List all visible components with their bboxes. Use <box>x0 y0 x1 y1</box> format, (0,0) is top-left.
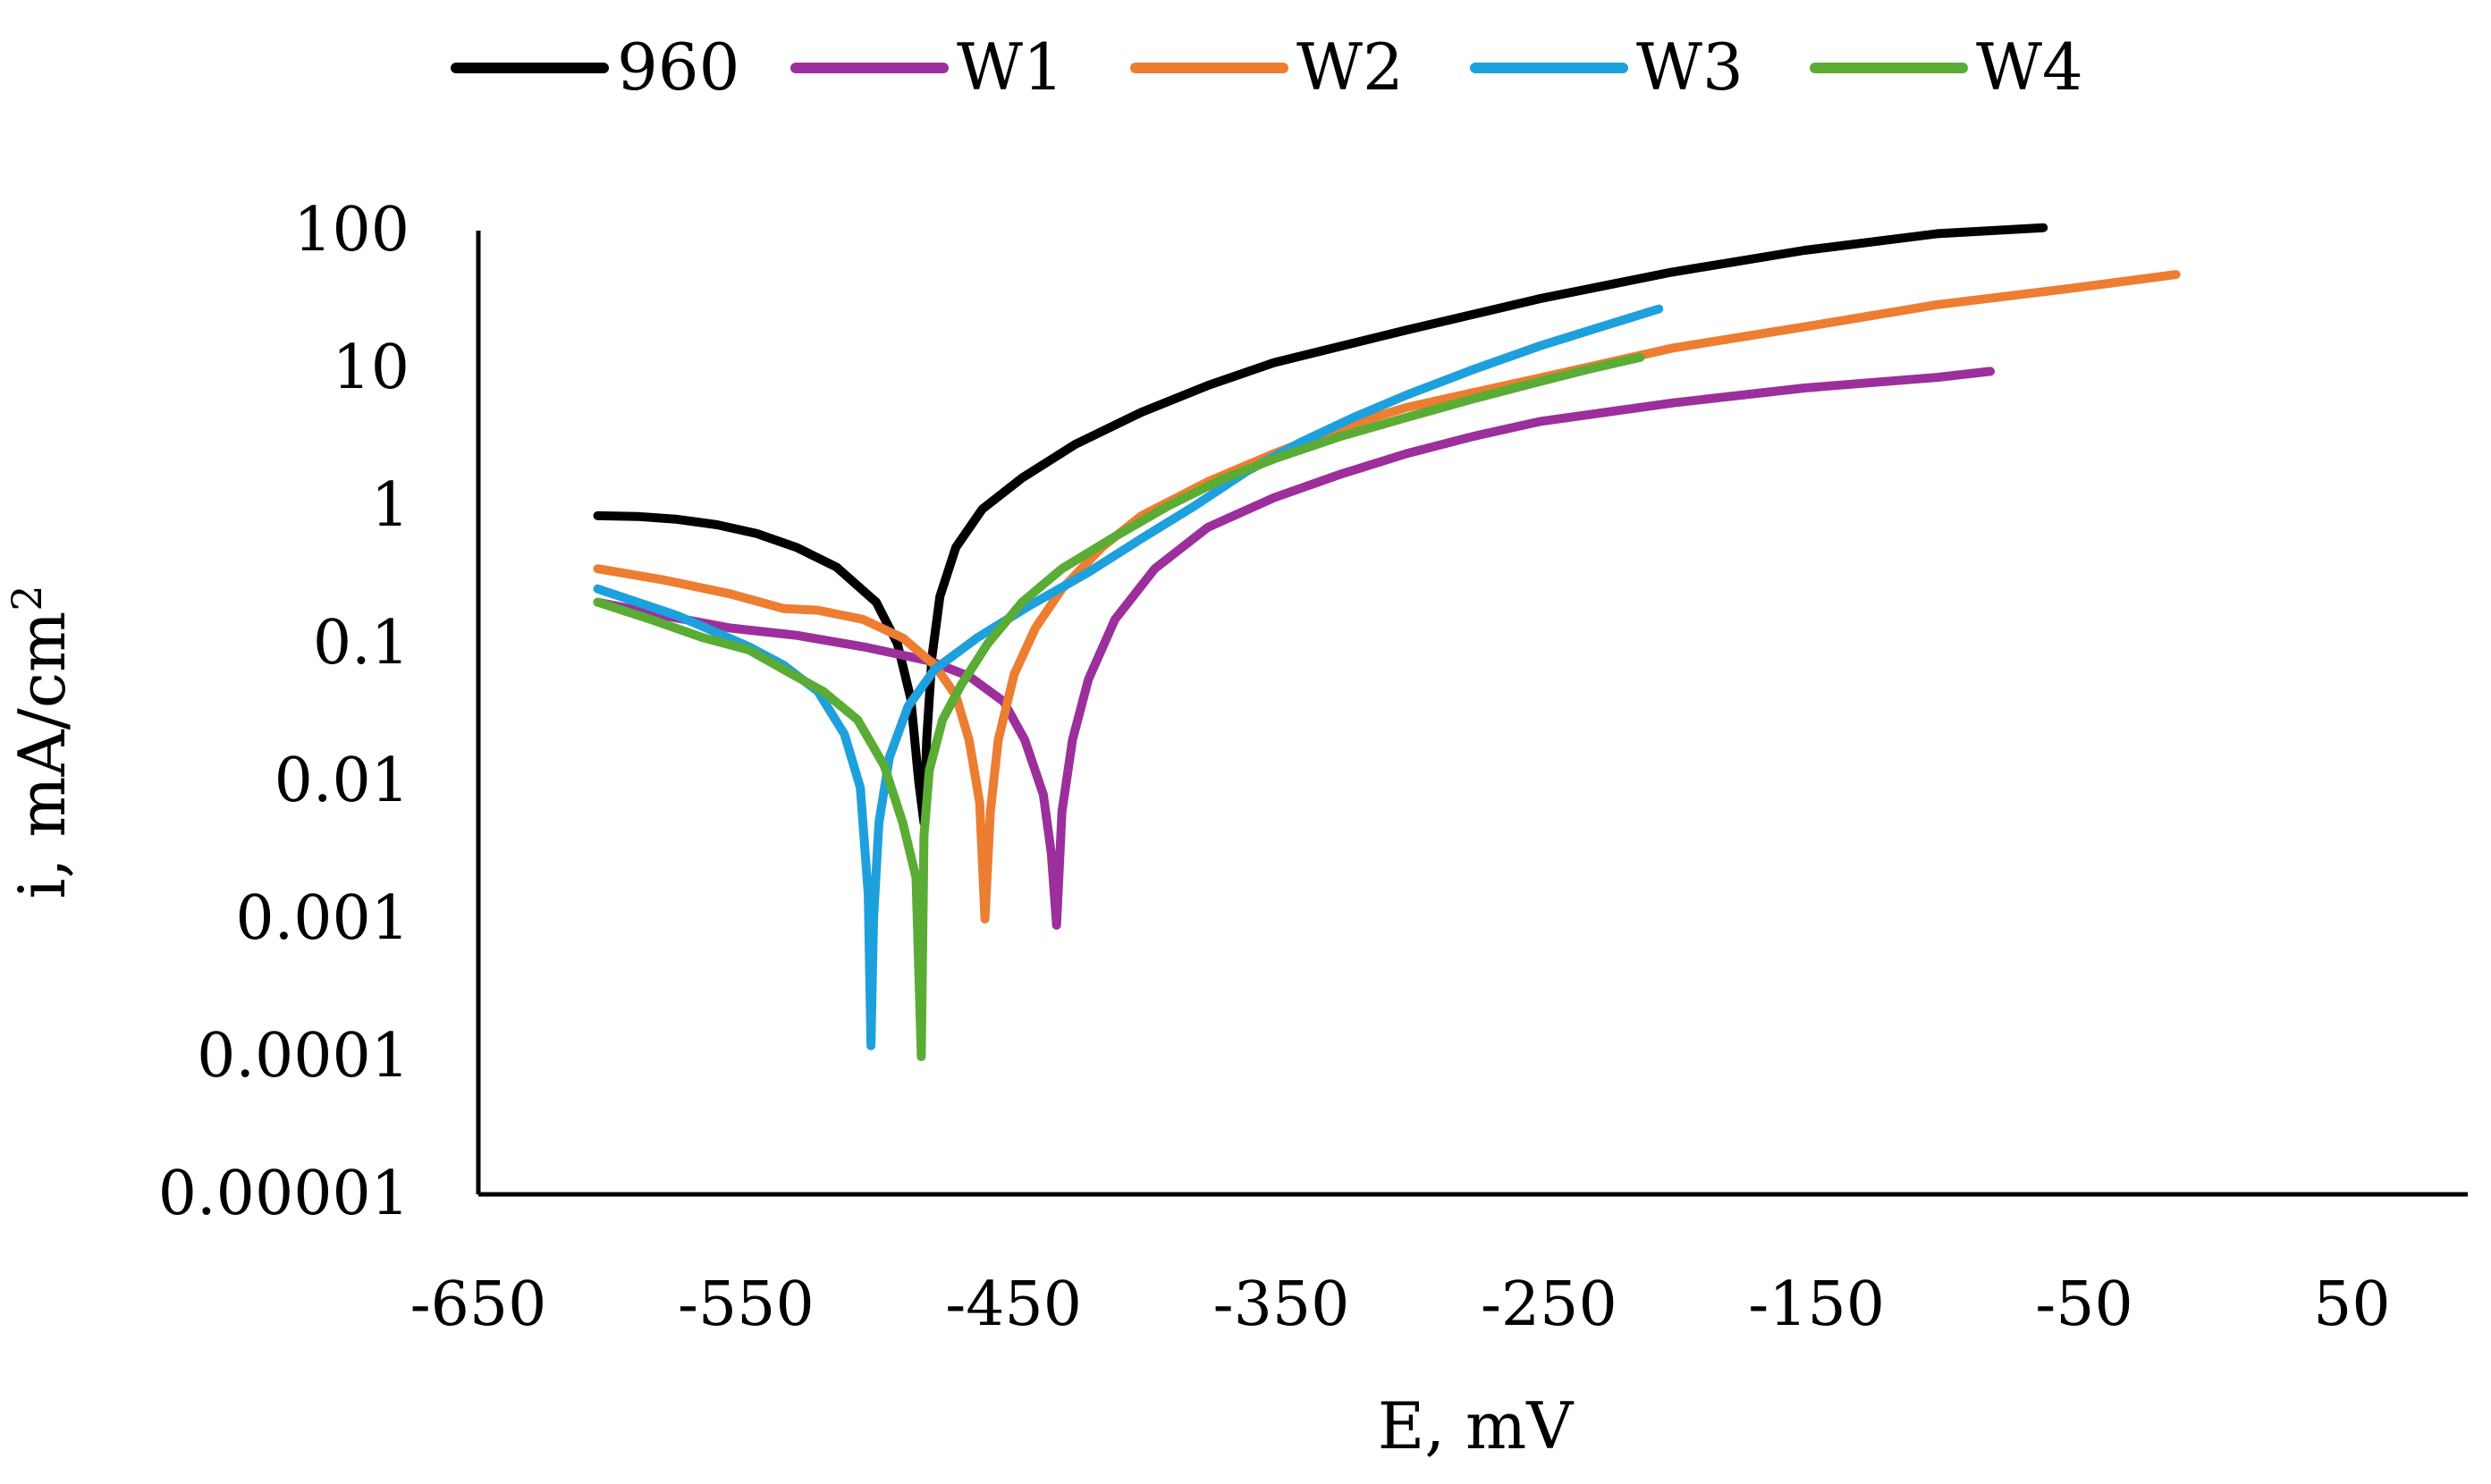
x-tick-label: -150 <box>1748 1269 1885 1340</box>
series-line-w1 <box>593 367 1995 930</box>
y-tick-labels: 0.00001 0.0001 0.001 0.01 0.1 1 10 100 <box>158 195 410 1229</box>
legend-label-w2: W2 <box>1296 30 1404 105</box>
y-tick-label: 100 <box>293 195 410 266</box>
x-tick-labels: -650 -550 -450 -350 -250 -150 -50 50 <box>410 1269 2391 1340</box>
x-tick-label: 50 <box>2313 1269 2391 1340</box>
legend-label-w1: W1 <box>957 30 1064 105</box>
y-tick-label: 0.001 <box>235 883 410 954</box>
axes-layer <box>476 231 2468 1197</box>
y-tick-label: 0.1 <box>313 608 410 679</box>
x-tick-label: -50 <box>2035 1269 2133 1340</box>
x-axis-title: E, mV <box>1378 1388 1575 1463</box>
y-tick-label: 0.01 <box>274 746 410 816</box>
y-axis-title: i, mA/cm2 <box>3 585 80 898</box>
x-tick-label: -250 <box>1481 1269 1617 1340</box>
y-tick-label: 10 <box>332 333 410 403</box>
x-tick-label: -350 <box>1213 1269 1350 1340</box>
legend: 960 W1 W2 W3 W4 <box>451 30 2083 105</box>
y-tick-label: 0.00001 <box>158 1159 410 1229</box>
y-tick-label: 0.0001 <box>197 1021 410 1092</box>
series-line-960 <box>593 223 2048 828</box>
y-axis-title-superscript: 2 <box>3 585 51 611</box>
legend-label-960: 960 <box>617 30 739 105</box>
x-tick-label: -650 <box>410 1269 547 1340</box>
series-line-w4 <box>593 352 1645 1061</box>
x-tick-label: -450 <box>945 1269 1082 1340</box>
legend-label-w4: W4 <box>1976 30 2083 105</box>
x-tick-label: -550 <box>678 1269 815 1340</box>
legend-label-w3: W3 <box>1636 30 1744 105</box>
series-line-w2 <box>593 270 2181 923</box>
series-layer <box>593 223 2181 1061</box>
y-axis-title-text: i, mA/cm <box>4 611 80 899</box>
y-tick-label: 1 <box>371 470 410 541</box>
